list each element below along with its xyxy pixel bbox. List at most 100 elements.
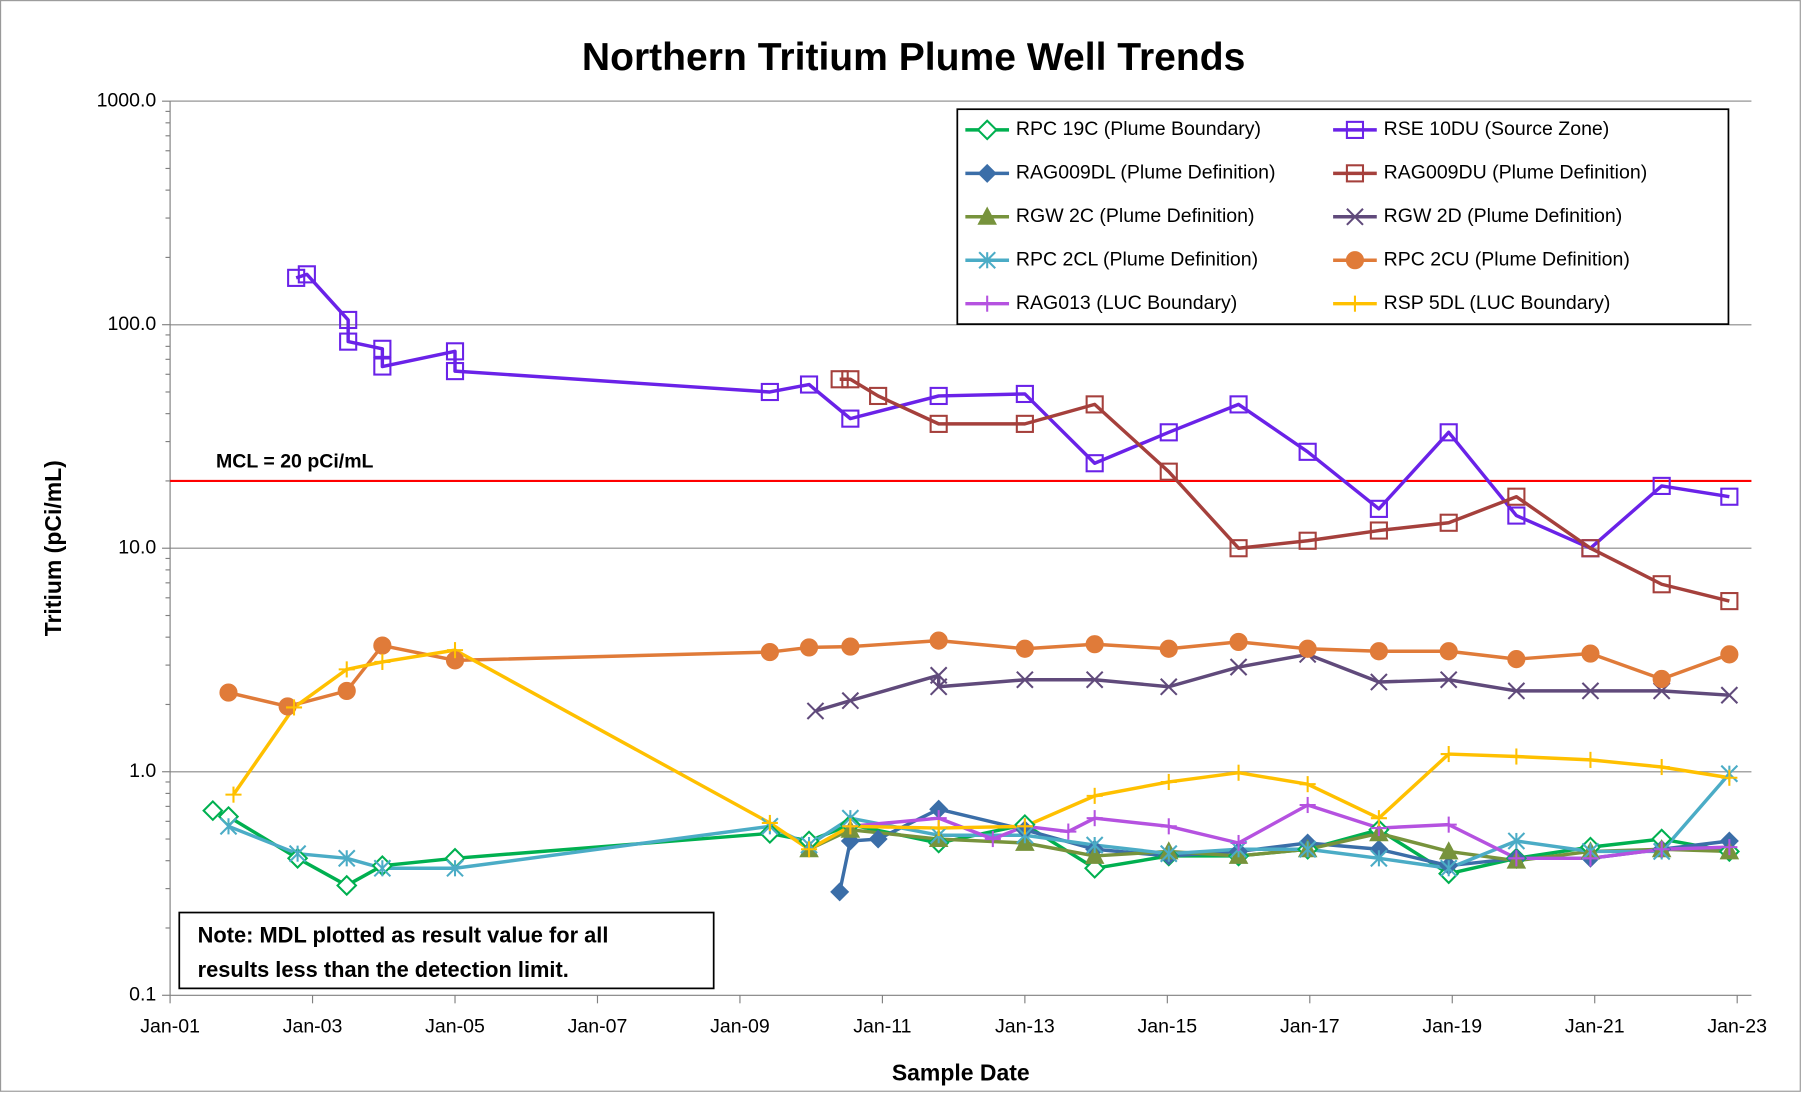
data-point: [930, 819, 947, 837]
series-line: [227, 772, 1731, 870]
data-point: [1581, 682, 1600, 700]
legend-marker: [1345, 251, 1365, 270]
marker-part: [1652, 669, 1671, 689]
x-tick-label: Jan-13: [995, 1016, 1055, 1038]
data-point: [1369, 642, 1388, 661]
marker-part: [976, 119, 998, 141]
legend-label: RGW 2C (Plume Definition): [1016, 205, 1255, 227]
data-point: [1299, 796, 1316, 814]
x-tick-label: Jan-03: [283, 1016, 343, 1038]
data-point: [287, 268, 306, 287]
marker-part: [373, 357, 392, 376]
marker-part: [760, 643, 779, 662]
marker-part: [1345, 251, 1365, 270]
marker-part: [1652, 476, 1671, 495]
marker-part: [297, 265, 316, 284]
data-point: [869, 386, 888, 406]
data-point: [1508, 850, 1525, 867]
data-point: [1721, 769, 1738, 786]
marker-part: [1346, 208, 1364, 226]
y-tick-label: 1000.0: [97, 89, 157, 111]
x-tick-label: Jan-07: [568, 1016, 628, 1038]
legend-label: RPC 2CL (Plume Definition): [1016, 248, 1258, 270]
data-point: [830, 882, 850, 902]
data-point: [1370, 849, 1388, 868]
data-point: [984, 830, 1001, 848]
data-point: [1298, 531, 1317, 550]
data-point: [339, 310, 358, 330]
marker-part: [1085, 395, 1104, 414]
marker-part: [1229, 539, 1248, 558]
data-point: [1720, 686, 1739, 704]
marker-part: [1085, 635, 1104, 654]
data-point: [1508, 748, 1525, 765]
marker-part: [929, 414, 948, 433]
marker-part: [1439, 670, 1458, 689]
marker-part: [830, 370, 849, 389]
marker-part: [1229, 395, 1248, 414]
data-point: [1230, 764, 1247, 781]
data-point: [288, 844, 307, 863]
data-point: [1439, 642, 1458, 661]
data-point: [1439, 859, 1458, 878]
marker-part: [841, 691, 860, 710]
marker-part: [1581, 539, 1600, 558]
marker-part: [1159, 423, 1178, 442]
data-point: [285, 699, 303, 716]
data-point: [841, 370, 860, 389]
marker-part: [1015, 639, 1034, 658]
data-point: [219, 817, 238, 836]
note-text: results less than the detection limit.: [198, 957, 569, 982]
data-point: [1060, 823, 1077, 840]
series-line: [295, 272, 1730, 550]
marker-part: [869, 386, 888, 406]
marker-part: [1581, 644, 1600, 663]
data-point: [1507, 487, 1526, 506]
data-point: [1440, 816, 1457, 833]
data-point: [1229, 539, 1248, 558]
data-point: [868, 829, 888, 849]
marker-part: [1720, 487, 1739, 506]
data-point: [1016, 818, 1033, 835]
marker-part: [977, 206, 997, 225]
y-axis-label: Tritium (pCi/mL): [40, 460, 66, 636]
data-point: [799, 375, 819, 394]
marker-part: [1298, 531, 1317, 550]
data-point: [374, 653, 391, 670]
data-point: [445, 342, 465, 361]
marker-part: [1015, 384, 1034, 404]
data-point: [806, 702, 825, 720]
marker-part: [1439, 513, 1458, 532]
data-point: [1370, 673, 1388, 691]
data-point: [446, 642, 464, 659]
marker-part: [202, 799, 224, 822]
data-point: [1298, 639, 1317, 658]
x-tick-label: Jan-17: [1280, 1016, 1340, 1038]
marker-part: [1159, 639, 1178, 658]
marker-part: [841, 637, 860, 656]
marker-part: [799, 638, 819, 657]
data-point: [445, 362, 465, 381]
marker-part: [445, 362, 465, 381]
data-point: [339, 332, 358, 351]
marker-part: [373, 636, 392, 655]
marker-part: [1159, 677, 1178, 696]
marker-part: [1084, 845, 1105, 864]
marker-part: [929, 386, 948, 406]
data-point: [446, 859, 464, 878]
legend-marker: [976, 119, 998, 141]
data-point: [1299, 776, 1316, 793]
data-point: [1653, 758, 1670, 776]
data-point: [1085, 635, 1104, 654]
marker-part: [339, 332, 358, 351]
data-point: [1159, 462, 1178, 481]
data-point: [1652, 476, 1671, 495]
x-tick-label: Jan-09: [710, 1016, 770, 1038]
data-point: [1229, 632, 1248, 651]
marker-part: [1298, 442, 1317, 461]
legend-label: RSE 10DU (Source Zone): [1384, 118, 1610, 140]
marker-part: [1507, 682, 1526, 700]
marker-part: [1720, 645, 1739, 664]
y-tick-label: 0.1: [129, 983, 156, 1005]
x-tick-label: Jan-01: [140, 1016, 200, 1038]
